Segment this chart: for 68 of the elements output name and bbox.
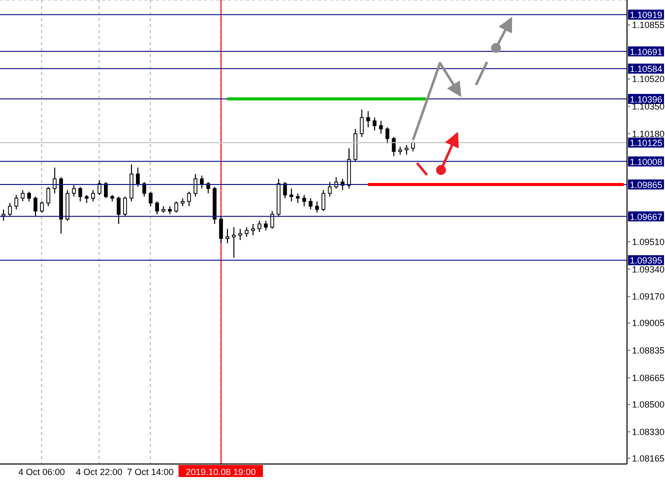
candlestick bbox=[226, 228, 230, 244]
candlestick bbox=[219, 215, 223, 244]
candlestick bbox=[366, 110, 370, 128]
ref-line-label: 1.09667 bbox=[630, 212, 662, 222]
candlestick bbox=[302, 194, 306, 207]
candlestick bbox=[174, 200, 178, 214]
y-tick-label: 1.10350 bbox=[632, 102, 665, 112]
candlestick bbox=[116, 196, 121, 224]
candlestick bbox=[404, 144, 408, 156]
candlestick bbox=[372, 117, 376, 131]
ref-line-label: 1.10584 bbox=[630, 64, 662, 74]
candlestick bbox=[148, 191, 153, 207]
y-tick-label: 1.09340 bbox=[632, 264, 665, 274]
candlestick bbox=[136, 167, 140, 188]
candlestick bbox=[20, 190, 25, 202]
candlestick bbox=[296, 192, 300, 204]
candlestick bbox=[308, 198, 312, 210]
candlestick bbox=[200, 175, 204, 189]
y-tick-label: 1.08500 bbox=[632, 400, 665, 410]
candlestick bbox=[283, 182, 287, 199]
candlestick bbox=[91, 190, 95, 202]
candlestick bbox=[258, 220, 262, 232]
y-tick-label: 1.08835 bbox=[632, 346, 665, 356]
candlestick bbox=[123, 196, 127, 216]
candlestick bbox=[34, 196, 38, 216]
candlestick bbox=[238, 228, 242, 241]
y-tick-label: 1.08165 bbox=[632, 454, 665, 464]
candlestick bbox=[251, 223, 255, 236]
ref-line-label: 1.10008 bbox=[630, 156, 662, 167]
ref-line-label: 1.09865 bbox=[630, 180, 662, 190]
x-tick-label: 7 Oct 14:00 bbox=[127, 467, 174, 477]
ref-line-label: 1.10396 bbox=[630, 94, 662, 104]
candlestick bbox=[98, 180, 102, 196]
ref-line-label: 1.10691 bbox=[630, 46, 662, 57]
ref-line-label: 1.09395 bbox=[630, 256, 662, 266]
y-tick-label: 1.09170 bbox=[632, 292, 665, 302]
y-tick-label: 1.09005 bbox=[632, 318, 665, 328]
candlestick bbox=[27, 191, 31, 202]
y-tick-label: 1.08665 bbox=[632, 373, 665, 383]
candlestick bbox=[155, 200, 159, 215]
candlestick bbox=[264, 220, 268, 231]
candlestick bbox=[14, 194, 18, 210]
y-tick-label: 1.10520 bbox=[632, 74, 665, 84]
candlestick bbox=[104, 182, 108, 199]
x-tick-label: 4 Oct 06:00 bbox=[18, 467, 65, 477]
x-tick-label: 4 Oct 22:00 bbox=[76, 467, 122, 477]
candlestick bbox=[40, 200, 44, 214]
candlestick bbox=[194, 174, 198, 198]
candlestick bbox=[290, 188, 294, 202]
candlestick bbox=[244, 226, 249, 238]
y-tick-label: 1.10855 bbox=[632, 20, 665, 30]
candlestick bbox=[315, 200, 319, 214]
x-tick-label: 2019.10.08 19:00 bbox=[186, 467, 256, 477]
candlestick bbox=[379, 120, 383, 134]
candlestick bbox=[8, 202, 12, 216]
ref-line-label: 1.10125 bbox=[630, 138, 662, 148]
candlestick bbox=[78, 186, 82, 202]
y-tick-label: 1.10180 bbox=[632, 128, 665, 139]
candlestick bbox=[385, 126, 390, 144]
y-tick-label: 1.08330 bbox=[632, 426, 665, 437]
candlestick bbox=[46, 186, 50, 207]
candlestick bbox=[328, 182, 332, 198]
candlestick bbox=[187, 191, 191, 207]
candlestick bbox=[72, 184, 76, 198]
candlestick bbox=[322, 190, 326, 212]
candlestick bbox=[360, 109, 364, 138]
ref-line-label: 1.10919 bbox=[630, 10, 662, 20]
y-tick-label: 1.09510 bbox=[632, 236, 665, 247]
